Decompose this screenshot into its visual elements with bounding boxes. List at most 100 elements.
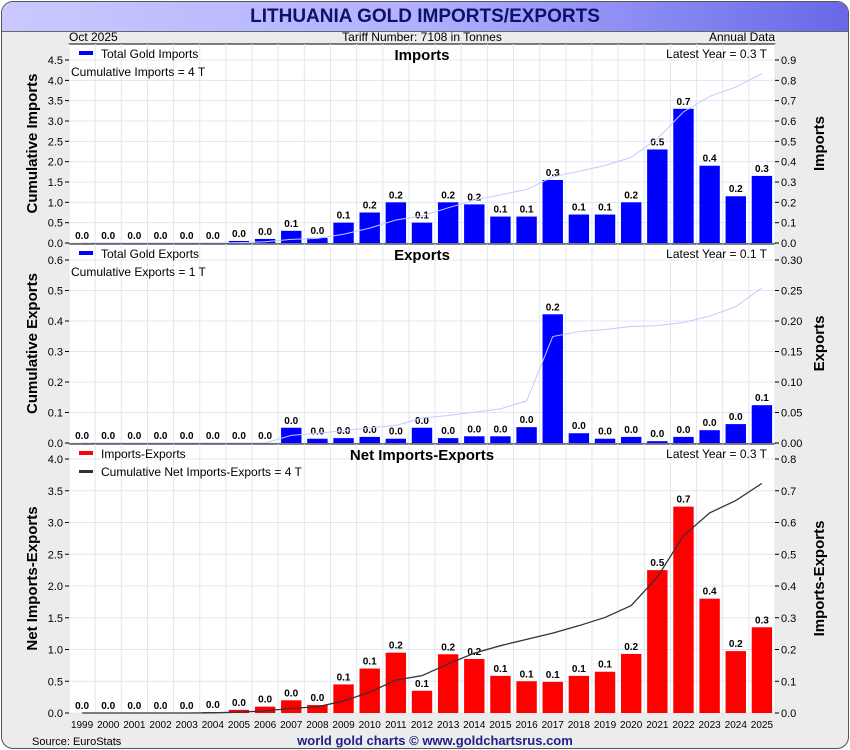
panel-title: Imports — [394, 47, 449, 64]
data-label: 0.0 — [154, 701, 168, 712]
x-tick-label: 2021 — [646, 720, 669, 731]
bar-2017 — [542, 179, 563, 243]
data-label: 0.1 — [598, 660, 612, 671]
y-right-tick-label: 0.1 — [781, 676, 796, 688]
data-label: 0.2 — [467, 192, 481, 203]
data-label: 0.0 — [232, 698, 246, 709]
x-tick-label: 2000 — [97, 720, 120, 731]
data-label: 0.0 — [520, 415, 534, 426]
y-left-tick-label: 3.5 — [48, 486, 63, 498]
legend-label: Imports-Exports — [101, 447, 186, 461]
bar-2016 — [516, 216, 537, 243]
y-right-tick-label: 0.3 — [781, 613, 796, 625]
data-label: 0.0 — [572, 421, 586, 432]
y-right-tick-label: 0.8 — [781, 75, 796, 87]
data-label: 0.0 — [703, 418, 717, 429]
bar-2015 — [490, 216, 511, 243]
frequency-label: Annual Data — [709, 30, 775, 44]
y-right-tick-label: 0.0 — [781, 708, 796, 720]
data-label: 0.0 — [180, 431, 194, 442]
y-right-tick-label: 0.2 — [781, 197, 796, 209]
data-label: 0.0 — [650, 429, 664, 440]
bar-2013 — [437, 202, 459, 243]
bar-2005 — [228, 240, 250, 243]
y-left-tick-label: 0.5 — [48, 676, 63, 688]
data-label: 0.0 — [180, 231, 194, 242]
bar-2014 — [464, 659, 485, 713]
y-left-tick-label: 2.5 — [48, 549, 63, 561]
data-label: 0.0 — [467, 424, 481, 435]
data-label: 0.1 — [572, 203, 586, 214]
y-right-tick-label: 0.30 — [781, 255, 802, 267]
x-tick-label: 2018 — [568, 720, 591, 731]
y-right-tick-label: 0.8 — [781, 454, 796, 466]
data-label: 0.1 — [572, 664, 586, 675]
data-label: 0.0 — [101, 701, 115, 712]
legend-label: Total Gold Imports — [101, 47, 198, 61]
data-label: 0.2 — [624, 642, 638, 653]
y-left-tick-label: 1.5 — [48, 613, 63, 625]
y-left-tick-label: 0.3 — [48, 347, 63, 359]
latest-year-label: Latest Year = 0.3 T — [666, 447, 768, 461]
bar-2010 — [359, 436, 380, 443]
legend-swatch — [79, 251, 93, 255]
cumulative-label: Cumulative Exports = 1 T — [71, 265, 207, 279]
y-left-tick-label: 3.0 — [48, 116, 63, 128]
legend-swatch — [79, 470, 93, 473]
y-right-tick-label: 0.9 — [781, 55, 796, 67]
data-label: 0.0 — [127, 701, 141, 712]
bar-2008 — [307, 438, 328, 443]
y-left-tick-label: 4.5 — [48, 55, 63, 67]
chart-title: LITHUANIA GOLD IMPORTS/EXPORTS — [2, 2, 848, 32]
y-left-tick-label: 3.5 — [48, 96, 63, 108]
bar-2024 — [725, 651, 746, 713]
bar-2011 — [385, 652, 407, 713]
bar-2024 — [725, 196, 746, 243]
data-label: 0.3 — [755, 164, 769, 175]
bar-2021 — [647, 441, 668, 443]
y-right-tick-label: 0.5 — [781, 136, 796, 148]
x-tick-label: 2020 — [620, 720, 643, 731]
bar-2019 — [594, 438, 616, 443]
bar-2013 — [437, 438, 459, 443]
x-tick-label: 2007 — [280, 720, 303, 731]
data-label: 0.0 — [677, 425, 691, 436]
y-right-tick-label: 0.1 — [781, 218, 796, 230]
data-label: 0.2 — [624, 190, 638, 201]
data-label: 0.0 — [389, 427, 403, 438]
data-label: 0.5 — [650, 558, 664, 569]
data-label: 0.0 — [127, 231, 141, 242]
y-left-tick-label: 0.0 — [48, 238, 63, 250]
bar-2025 — [751, 175, 773, 243]
bar-2010 — [359, 668, 380, 713]
y-axis-right-label: Imports-Exports — [811, 521, 828, 637]
y-right-tick-label: 0.5 — [781, 549, 796, 561]
data-label: 0.0 — [310, 693, 324, 704]
bar-2019 — [594, 671, 616, 713]
data-label: 0.0 — [441, 426, 455, 437]
y-left-tick-label: 0.4 — [48, 316, 63, 328]
bar-2012 — [411, 690, 433, 713]
x-tick-label: 2009 — [332, 720, 355, 731]
x-tick-label: 2004 — [202, 720, 225, 731]
y-axis-left-label: Cumulative Exports — [24, 273, 41, 414]
y-right-tick-label: 0.6 — [781, 116, 796, 128]
bar-2022 — [673, 506, 694, 713]
legend-label: Cumulative Net Imports-Exports = 4 T — [101, 465, 303, 479]
data-label: 0.0 — [232, 431, 246, 442]
cumulative-line — [82, 73, 763, 244]
y-right-tick-label: 0.6 — [781, 518, 796, 530]
y-left-tick-label: 2.0 — [48, 157, 63, 169]
bar-2011 — [385, 438, 407, 443]
y-axis-right-label: Exports — [811, 316, 828, 372]
data-label: 0.0 — [206, 231, 220, 242]
x-tick-label: 2012 — [411, 720, 434, 731]
y-right-tick-label: 0.00 — [781, 438, 802, 450]
data-label: 0.0 — [598, 427, 612, 438]
tariff-label: Tariff Number: 7108 in Tonnes — [342, 30, 502, 44]
data-label: 0.0 — [493, 424, 507, 435]
data-label: 0.2 — [389, 190, 403, 201]
y-left-tick-label: 0.1 — [48, 408, 63, 420]
data-label: 0.0 — [310, 226, 324, 237]
bar-2018 — [568, 433, 590, 443]
